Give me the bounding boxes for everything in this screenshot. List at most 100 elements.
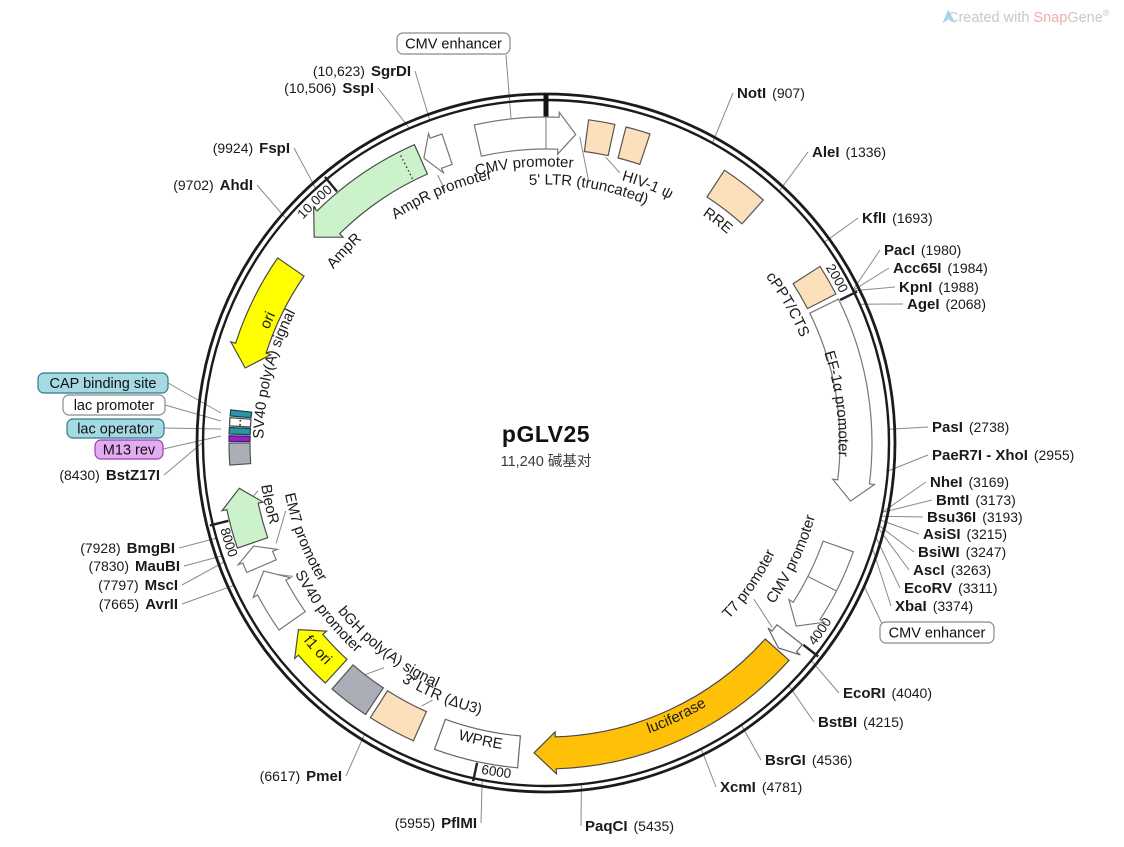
site-leader-msci — [181, 561, 224, 586]
feature-cap-binding-site-feature[interactable] — [229, 409, 253, 419]
site-label-paci[interactable]: PacI (1980) — [884, 242, 961, 259]
site-label-pasi[interactable]: PasI (2738) — [932, 419, 1009, 436]
feature-ampr[interactable] — [312, 143, 429, 238]
boxed-label-m13-rev[interactable]: M13 rev — [94, 439, 164, 460]
lac-promoter-leader — [164, 404, 222, 422]
site-label-ecorv[interactable]: EcoRV (3311) — [904, 580, 998, 597]
site-label-bmgbi[interactable]: (7928) BmgBI — [80, 540, 175, 557]
site-label-maubi[interactable]: (7830) MauBI — [89, 558, 180, 575]
site-leader-maubi — [183, 555, 222, 567]
boxed-label-cap-binding-site[interactable]: CAP binding site — [37, 372, 169, 394]
site-label-noti[interactable]: NotI (907) — [737, 85, 805, 102]
site-leader-pmei — [345, 734, 365, 777]
site-leader-bstbi — [788, 685, 815, 723]
site-leader-sspi — [377, 87, 410, 128]
scale-tick-6000 — [471, 762, 479, 782]
site-label-alei[interactable]: AleI (1336) — [812, 144, 886, 161]
feature-lac-operator-feature[interactable] — [228, 426, 252, 436]
site-label-kfli[interactable]: KflI (1693) — [862, 210, 933, 227]
site-label-paer7i-xhoi[interactable]: PaeR7I - XhoI (2955) — [932, 447, 1074, 464]
site-label-asisi[interactable]: AsiSI (3215) — [923, 526, 1007, 543]
site-label-acc65i[interactable]: Acc65I (1984) — [893, 260, 988, 277]
site-label-asci[interactable]: AscI (3263) — [913, 562, 991, 579]
feature-wpre[interactable] — [433, 718, 522, 769]
site-label-bmti[interactable]: BmtI (3173) — [936, 492, 1016, 509]
svg-text:CAP binding site: CAP binding site — [50, 376, 157, 392]
site-label-ecori[interactable]: EcoRI (4040) — [843, 685, 932, 702]
site-label-bstz17i[interactable]: (8430) BstZ17I — [59, 467, 160, 484]
site-label-pmei[interactable]: (6617) PmeI — [260, 768, 342, 785]
site-label-bsrgi[interactable]: BsrGI (4536) — [765, 752, 852, 769]
feature-3-ltr-delta-u3[interactable] — [369, 689, 428, 742]
site-label-xcmi[interactable]: XcmI (4781) — [720, 779, 802, 796]
site-leader-ecori — [811, 660, 840, 694]
svg-text:CMV enhancer: CMV enhancer — [889, 626, 986, 642]
site-leader-pflmi — [480, 780, 483, 824]
cmv-enhancer-top-leader — [505, 54, 512, 119]
site-label-xbai[interactable]: XbaI (3374) — [895, 598, 973, 615]
scale-tick-4000 — [802, 643, 819, 658]
em7-promoter-leader — [275, 510, 287, 544]
m13-rev-leader — [162, 435, 222, 450]
site-label-avrii[interactable]: (7665) AvrII — [99, 596, 178, 613]
site-leader-alei — [779, 151, 809, 191]
site-leader-kfli — [824, 217, 859, 243]
site-label-msci[interactable]: (7797) MscI — [98, 577, 178, 594]
site-label-agei[interactable]: AgeI (2068) — [907, 296, 986, 313]
boxed-label-cmv-enhancer-right[interactable]: CMV enhancer — [879, 621, 995, 644]
svg-text:lac operator: lac operator — [77, 422, 154, 438]
feature-bleor[interactable] — [220, 487, 269, 549]
watermark-brand-snap: Snap — [1033, 9, 1068, 26]
feature-m13-rev-feature[interactable] — [228, 435, 251, 443]
snapgene-watermark: Created with SnapGene® — [941, 8, 1109, 26]
feature-ef-1a-promoter[interactable] — [808, 298, 877, 502]
feature-bgh-poly-a-signal[interactable] — [331, 664, 385, 716]
feature-label-ori[interactable]: ori — [257, 309, 279, 331]
feature-f1-ori[interactable] — [293, 628, 348, 684]
ampr-promoter-leader — [437, 174, 446, 191]
site-label-sgrdi[interactable]: (10,623) SgrDI — [313, 63, 411, 80]
boxed-label-lac-promoter[interactable]: lac promoter — [62, 394, 166, 416]
site-label-bsu36i[interactable]: Bsu36I (3193) — [927, 509, 1023, 526]
cap-binding-site-leader — [167, 382, 222, 414]
feature-hiv-1-psi-box-1[interactable] — [583, 119, 616, 157]
feature-ampr-promoter[interactable] — [423, 131, 453, 175]
site-label-fspi[interactable]: (9924) FspI — [213, 140, 290, 157]
site-label-bstbi[interactable]: BstBI (4215) — [818, 714, 904, 731]
site-label-sspi[interactable]: (10,506) SspI — [284, 80, 374, 97]
site-leader-sgrdi — [414, 70, 430, 120]
3-ltr-leader — [421, 699, 433, 707]
site-leader-bmti — [882, 499, 933, 513]
feature-lac-promoter-feature[interactable] — [228, 416, 252, 428]
boxed-label-lac-operator[interactable]: lac operator — [66, 418, 165, 439]
feature-sv40-promoter[interactable] — [252, 570, 307, 631]
feature-cmv-promoter-5-ltr[interactable] — [473, 110, 577, 157]
site-label-ahdi[interactable]: (9702) AhdI — [173, 177, 253, 194]
svg-text:lac promoter: lac promoter — [74, 398, 155, 414]
feature-em7-promoter[interactable] — [236, 545, 280, 574]
site-leader-asisi — [881, 519, 920, 535]
site-leader-noti — [712, 92, 734, 143]
svg-text:CMV enhancer: CMV enhancer — [405, 37, 502, 53]
site-label-kpni[interactable]: KpnI (1988) — [899, 279, 979, 296]
svg-text:M13 rev: M13 rev — [103, 443, 156, 459]
5-ltr-leader — [579, 136, 589, 181]
feature-t7-promoter[interactable] — [767, 623, 804, 656]
site-leader-acc65i — [853, 267, 890, 291]
feature-ori[interactable] — [229, 257, 305, 369]
feature-luciferase[interactable] — [533, 638, 790, 776]
feature-cppt-cts[interactable] — [792, 265, 837, 310]
site-label-paqci[interactable]: PaqCI (5435) — [585, 818, 674, 835]
boxed-label-cmv-enhancer-top[interactable]: CMV enhancer — [396, 32, 511, 55]
feature-label-t7-promoter[interactable]: T7 promoter — [719, 547, 779, 622]
feature-sv40-poly-a-signal[interactable] — [228, 442, 252, 466]
feature-hiv-1-psi-box-2[interactable] — [617, 126, 651, 166]
site-leader-asci — [878, 528, 910, 571]
feature-rre[interactable] — [706, 169, 765, 225]
site-leader-bsrgi — [741, 725, 762, 761]
site-label-pflmi[interactable]: (5955) PflMI — [395, 815, 477, 832]
site-label-nhei[interactable]: NheI (3169) — [930, 474, 1009, 491]
site-leader-avrii — [181, 585, 234, 605]
site-label-bsiwi[interactable]: BsiWI (3247) — [918, 544, 1006, 561]
